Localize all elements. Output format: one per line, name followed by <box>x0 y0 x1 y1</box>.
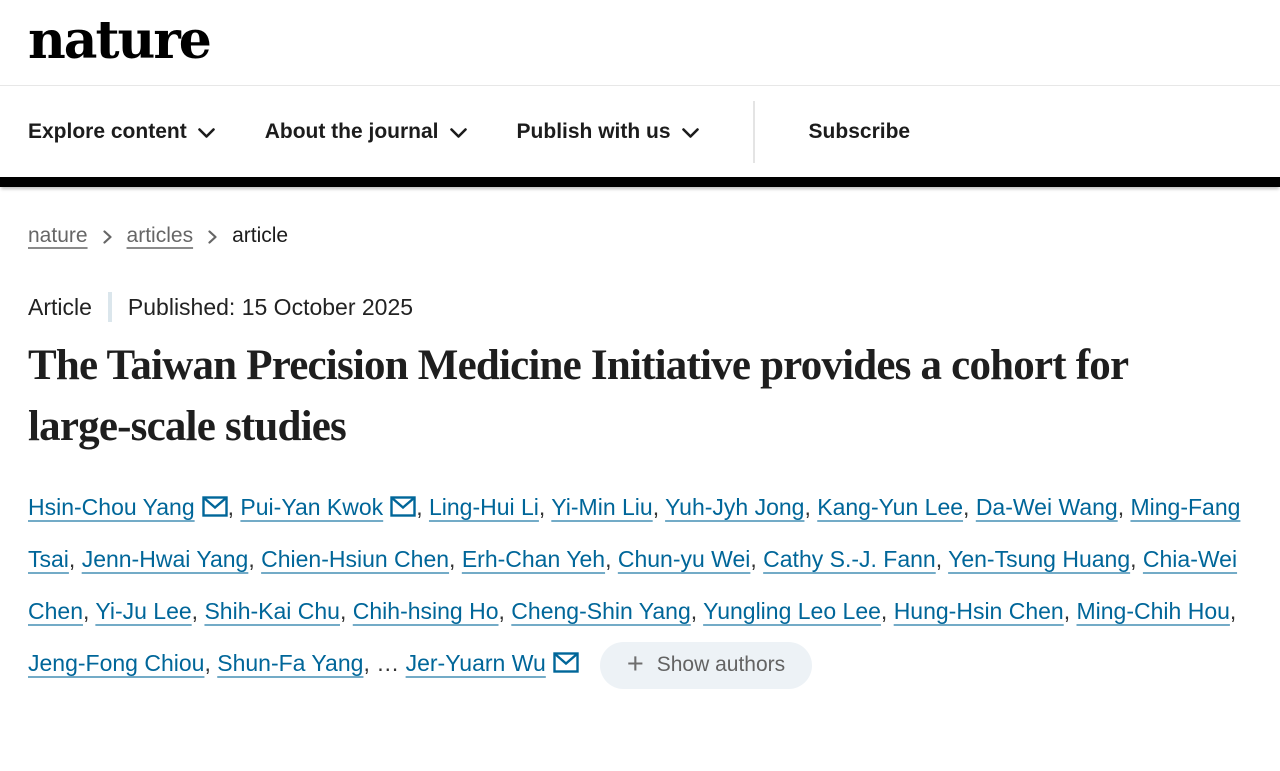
article-header: nature articles article Article Publishe… <box>0 224 1280 689</box>
main-navigation: Explore content About the journal Publis… <box>0 86 1280 177</box>
nav-about-the-journal[interactable]: About the journal <box>265 120 467 144</box>
email-icon[interactable] <box>201 496 228 517</box>
chevron-down-icon <box>449 127 467 138</box>
show-authors-button[interactable]: + Show authors <box>599 641 813 689</box>
author-link[interactable]: Chun-yu Wei <box>617 546 751 573</box>
author-link[interactable]: Yen-Tsung Huang <box>948 546 1131 573</box>
nav-about-the-journal-label: About the journal <box>264 119 439 143</box>
author-link[interactable]: Ming-Fang Tsai <box>28 494 1241 573</box>
page-title: The Taiwan Precision Medicine Initiative… <box>28 342 1128 451</box>
author-link[interactable]: Erh-Chan Yeh <box>461 546 606 573</box>
published-date: Published: 15 October 2025 <box>127 293 414 320</box>
chevron-right-icon <box>208 230 217 244</box>
nav-publish-with-us-label: Publish with us <box>516 119 671 143</box>
breadcrumb-article-current: article <box>232 224 289 247</box>
breadcrumb-nature[interactable]: nature <box>28 224 88 247</box>
meta-divider <box>107 292 112 322</box>
breadcrumb-articles[interactable]: articles <box>126 224 194 247</box>
nav-publish-with-us[interactable]: Publish with us <box>517 120 699 144</box>
author-list: Hsin-Chou Yang , Pui-Yan Kwok , Ling-Hui… <box>28 481 1252 689</box>
author-link[interactable]: Yi-Ju Lee <box>95 598 192 625</box>
chevron-down-icon <box>197 127 215 138</box>
article-meta: Article Published: 15 October 2025 <box>28 292 1252 322</box>
author-link[interactable]: Cathy S.-J. Fann <box>763 546 936 573</box>
author-link[interactable]: Shih-Kai Chu <box>204 598 340 625</box>
author-link[interactable]: Yi-Min Liu <box>551 494 653 521</box>
author-link[interactable]: Hung-Hsin Chen <box>893 598 1064 625</box>
article-type-label: Article <box>28 293 92 320</box>
author-link[interactable]: Pui-Yan Kwok <box>240 494 384 521</box>
nav-divider <box>752 100 755 163</box>
authors-ellipsis: … <box>376 650 406 677</box>
email-icon[interactable] <box>553 652 579 673</box>
email-icon[interactable] <box>390 496 416 517</box>
chevron-down-icon <box>681 127 699 138</box>
nav-subscribe[interactable]: Subscribe <box>808 119 911 143</box>
chevron-right-icon <box>102 230 112 244</box>
breadcrumb: nature articles article <box>28 224 1252 248</box>
author-link[interactable]: Shun-Fa Yang <box>217 650 364 677</box>
author-link[interactable]: Jeng-Fong Chiou <box>28 650 205 677</box>
author-link[interactable]: Ling-Hui Li <box>428 494 539 521</box>
author-link[interactable]: Cheng-Shin Yang <box>511 598 691 625</box>
author-link[interactable]: Yungling Leo Lee <box>703 598 881 625</box>
author-link[interactable]: Yuh-Jyh Jong <box>665 494 805 521</box>
header-accent-bar <box>0 177 1280 187</box>
author-link[interactable]: Kang-Yun Lee <box>817 494 964 521</box>
author-link[interactable]: Chih-hsing Ho <box>352 598 499 625</box>
author-link[interactable]: Chien-Hsiun Chen <box>261 546 450 573</box>
author-link[interactable]: Ming-Chih Hou <box>1076 598 1230 625</box>
nav-explore-content[interactable]: Explore content <box>28 120 215 144</box>
author-link[interactable]: Hsin-Chou Yang <box>28 494 195 521</box>
nature-logo[interactable]: nature <box>28 10 212 71</box>
nav-explore-content-label: Explore content <box>28 119 187 143</box>
author-link[interactable]: Chia-Wei Chen <box>28 546 1238 625</box>
author-link[interactable]: Jenn-Hwai Yang <box>81 546 249 573</box>
author-link[interactable]: Jer-Yuarn Wu <box>405 650 546 677</box>
show-authors-label: Show authors <box>656 653 786 677</box>
author-link[interactable]: Da-Wei Wang <box>975 494 1118 521</box>
masthead: nature <box>0 0 1280 86</box>
